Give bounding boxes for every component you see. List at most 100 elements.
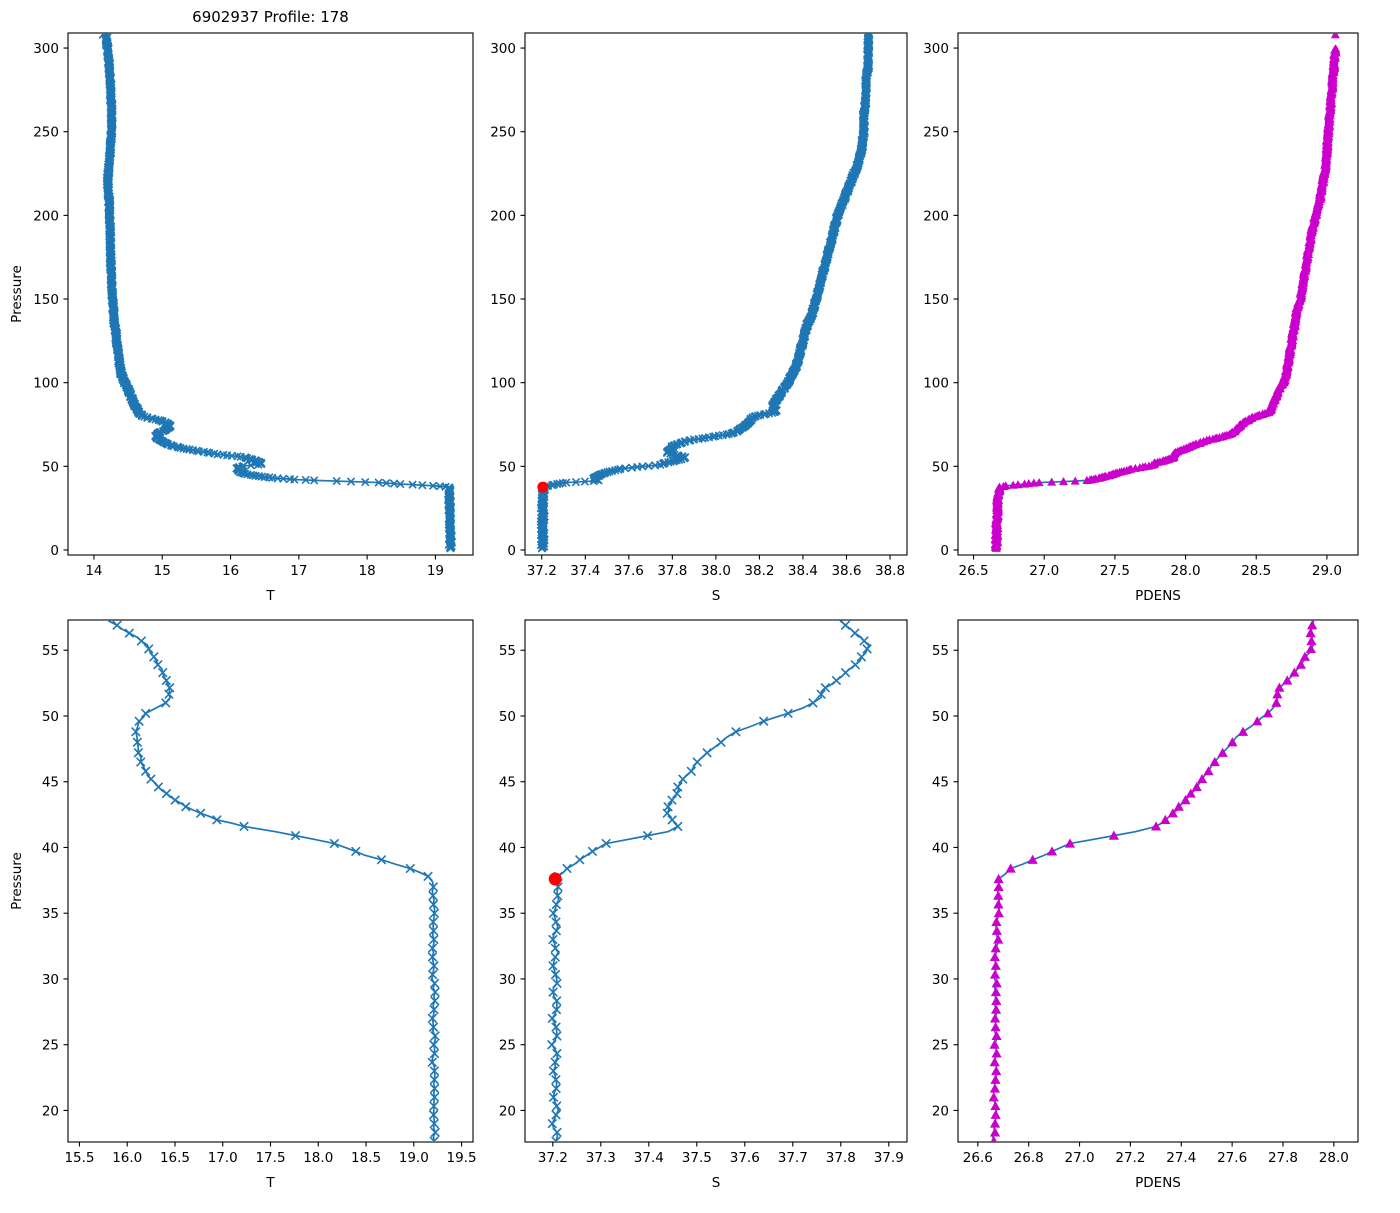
data-marker	[429, 961, 439, 971]
axes-frame	[67, 619, 474, 1143]
data-marker	[428, 890, 438, 901]
series-markers-T	[100, 620, 441, 1142]
data-marker	[551, 1110, 561, 1120]
y-tick-label: 25	[42, 1038, 59, 1054]
data-marker	[435, 482, 445, 491]
data-marker	[1108, 830, 1119, 840]
data-marker	[423, 871, 433, 882]
data-marker	[991, 1065, 1002, 1076]
data-marker	[427, 1057, 438, 1067]
y-tick-label: 150	[33, 292, 59, 308]
data-marker	[614, 465, 623, 474]
x-tick-label: 26.6	[963, 1150, 993, 1166]
data-marker	[678, 774, 688, 784]
data-marker	[550, 969, 561, 980]
data-marker	[991, 995, 1002, 1005]
data-marker	[571, 477, 581, 487]
data-marker	[574, 854, 585, 865]
y-tick-label: 35	[932, 906, 949, 922]
data-marker	[686, 766, 697, 776]
x-axis-label: S	[712, 588, 721, 604]
data-marker	[1217, 747, 1228, 757]
data-marker	[990, 1136, 998, 1142]
data-marker	[989, 1057, 1000, 1067]
y-tick-label: 250	[923, 125, 949, 141]
plot-panel-top-middle-salinity: 37.2 37.4 37.6 37.8 38.0 38.2 38.4 38.6 38.8 0 50 1…	[490, 32, 1028, 626]
data-marker	[989, 1127, 1001, 1137]
data-marker	[329, 838, 340, 849]
data-marker	[993, 890, 1004, 900]
y-tick-label: 55	[932, 643, 949, 659]
data-marker	[140, 708, 151, 719]
series-markers-S	[536, 33, 874, 553]
data-marker	[859, 636, 869, 646]
y-tick-label: 30	[42, 972, 59, 988]
x-tick-label: 38.8	[875, 563, 905, 579]
data-marker	[430, 987, 440, 997]
y-tick-label: 50	[932, 459, 949, 475]
data-marker	[389, 479, 399, 488]
data-marker	[1331, 44, 1341, 53]
plot-panel-top-left-temperature: 14 15 16 17 18 19 0 50 100 150 200 250 300 T Pressure	[9, 32, 594, 626]
data-marker	[1196, 773, 1208, 784]
y-tick-label: 100	[33, 376, 59, 392]
data-marker	[547, 1013, 558, 1024]
data-marker	[98, 33, 107, 39]
data-marker	[621, 464, 630, 473]
data-marker	[990, 1022, 1001, 1032]
data-layer	[98, 33, 457, 553]
data-marker	[642, 830, 653, 841]
data-marker	[382, 478, 391, 488]
data-marker	[374, 478, 383, 487]
data-marker	[702, 748, 712, 758]
data-marker	[673, 782, 683, 792]
data-marker	[429, 1118, 439, 1129]
data-marker	[157, 667, 168, 678]
x-tick-label: 28.5	[1241, 563, 1271, 579]
plot-panel-bottom-middle-salinity-zoom: 37.2 37.3 37.4 37.5 37.6 37.7 37.8 37.9 20 25 30 35…	[499, 619, 1028, 1213]
data-marker	[550, 952, 561, 962]
data-marker	[239, 461, 248, 471]
data-marker	[547, 1118, 558, 1129]
data-marker	[550, 943, 561, 954]
data-marker	[1203, 766, 1214, 776]
x-tick-label: 28.0	[1171, 563, 1201, 579]
data-marker	[1330, 33, 1340, 39]
x-tick-label: 38.4	[788, 563, 818, 579]
data-marker	[429, 1074, 440, 1085]
y-tick-label: 25	[932, 1038, 949, 1054]
series-line-T	[101, 33, 453, 550]
data-marker	[548, 961, 558, 971]
data-marker	[140, 766, 151, 776]
data-marker	[989, 1083, 1001, 1093]
data-marker	[644, 461, 653, 471]
data-marker	[862, 644, 872, 654]
x-axis-label: S	[712, 1175, 721, 1191]
x-tick-label: 15	[154, 563, 171, 579]
y-axis-label: Pressure	[9, 852, 25, 910]
data-marker	[153, 782, 164, 792]
x-tick-label: 37.3	[586, 1150, 616, 1166]
axes-frame	[957, 32, 1359, 556]
x-tick-label: 18.5	[351, 1150, 381, 1166]
y-tick-label: 0	[507, 543, 516, 559]
data-marker	[332, 476, 341, 486]
y-tick-label: 50	[499, 709, 516, 725]
y-tick-label: 250	[33, 125, 59, 141]
data-marker	[988, 1092, 999, 1102]
data-marker	[1209, 756, 1220, 767]
data-marker	[285, 474, 295, 484]
data-marker	[548, 987, 558, 997]
data-marker	[134, 716, 144, 727]
x-tick-label: 38.6	[831, 563, 861, 579]
x-tick-label: 37.4	[634, 1150, 664, 1166]
y-tick-label: 20	[42, 1103, 59, 1119]
data-marker	[1047, 477, 1057, 486]
data-marker	[1150, 821, 1162, 831]
data-marker	[161, 788, 172, 799]
x-tick-label: 16.5	[160, 1150, 190, 1166]
data-marker	[429, 978, 440, 989]
data-marker	[991, 1030, 1002, 1041]
x-tick-label: 14	[85, 563, 102, 579]
data-marker	[552, 890, 563, 901]
